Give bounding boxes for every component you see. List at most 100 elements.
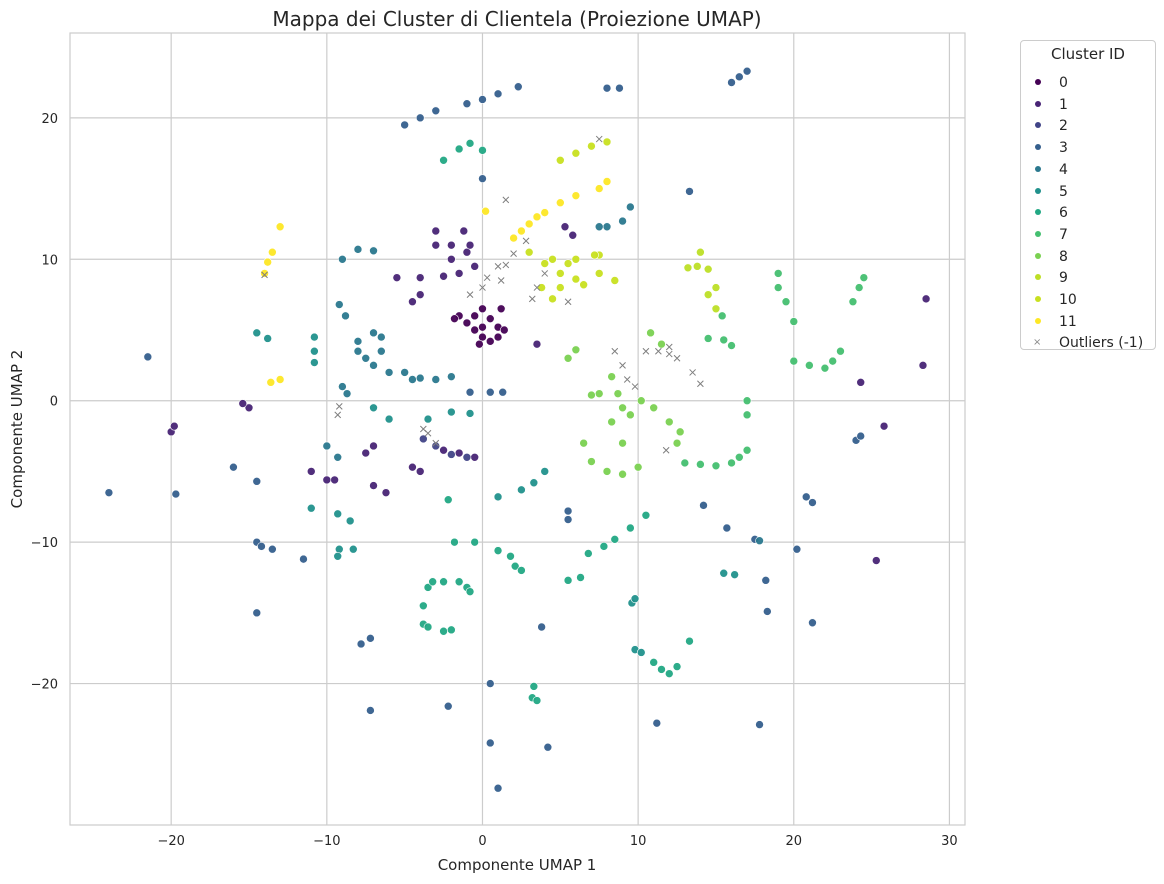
data-point: [439, 445, 448, 455]
legend-entry: 7: [1035, 225, 1068, 245]
outlier-point: [335, 403, 343, 410]
data-point: [657, 339, 666, 349]
data-point: [856, 378, 866, 387]
data-point: [703, 290, 713, 299]
data-point: [789, 317, 799, 326]
data-point: [462, 247, 472, 257]
legend-label: 6: [1059, 205, 1068, 222]
data-point: [498, 387, 508, 397]
outlier-point: [619, 362, 626, 369]
data-point: [509, 233, 518, 243]
data-point: [563, 515, 573, 524]
data-point: [808, 618, 817, 628]
outlier-point: [665, 343, 673, 351]
data-point: [493, 332, 503, 342]
data-point: [342, 389, 352, 398]
data-point: [447, 450, 456, 459]
legend-entry: 4: [1035, 160, 1068, 180]
data-point: [602, 222, 612, 232]
outlier-point: [665, 350, 673, 358]
data-point: [685, 187, 694, 196]
data-point: [696, 460, 705, 469]
data-point: [334, 544, 344, 554]
data-point: [742, 410, 752, 420]
data-point: [808, 498, 817, 507]
data-point: [454, 269, 464, 278]
data-point: [537, 622, 546, 632]
data-point: [594, 184, 604, 193]
x-tick-label: −10: [313, 834, 340, 849]
data-point: [369, 361, 378, 370]
data-point: [537, 283, 546, 292]
data-point: [556, 155, 565, 165]
series-cluster-5: [252, 328, 739, 657]
data-point: [646, 328, 655, 338]
legend-swatch: [1035, 144, 1041, 151]
data-point: [571, 148, 581, 158]
data-point: [322, 441, 332, 451]
data-point: [529, 478, 539, 488]
data-point: [602, 177, 612, 186]
y-tick-label: 0: [50, 395, 58, 410]
data-point: [571, 274, 581, 284]
data-point: [369, 403, 378, 413]
data-point: [462, 452, 472, 462]
data-point: [649, 403, 658, 413]
data-point: [556, 283, 565, 292]
data-point: [369, 481, 378, 490]
data-point: [408, 297, 417, 307]
data-point: [680, 458, 690, 468]
series-cluster-7: [680, 269, 869, 471]
series-cluster-8: [563, 328, 685, 479]
data-point: [613, 389, 623, 398]
legend-entry: 9: [1035, 268, 1068, 288]
data-point: [415, 113, 425, 123]
data-point: [493, 546, 503, 555]
data-point: [447, 625, 456, 635]
data-point: [610, 276, 620, 285]
data-point: [423, 622, 433, 632]
data-point: [252, 608, 262, 618]
data-point: [524, 219, 534, 229]
legend-entry: 5: [1035, 182, 1068, 202]
data-point: [781, 297, 791, 307]
data-point: [590, 250, 599, 260]
data-point: [475, 339, 484, 349]
data-point: [836, 346, 845, 356]
data-point: [408, 462, 417, 472]
outlier-point: [334, 411, 342, 419]
legend-entry: 11: [1035, 312, 1077, 332]
series-cluster-2: [419, 434, 472, 462]
data-point: [711, 461, 721, 471]
data-point: [353, 245, 363, 254]
data-point: [496, 304, 506, 314]
data-point: [699, 501, 708, 510]
data-point: [918, 361, 928, 370]
data-point: [571, 191, 581, 200]
data-point: [322, 475, 332, 485]
data-point: [626, 523, 635, 533]
data-point: [742, 66, 752, 76]
data-point: [763, 607, 772, 616]
legend-swatch: [1035, 296, 1041, 302]
series-cluster-0: [450, 304, 509, 349]
outlier-point: [533, 284, 541, 291]
data-point: [587, 390, 596, 400]
data-point: [478, 146, 487, 155]
data-point: [415, 467, 425, 476]
data-point: [657, 665, 666, 674]
data-point: [859, 273, 869, 282]
legend-swatch: [1035, 209, 1041, 216]
data-point: [439, 271, 448, 281]
outlier-point: [502, 196, 510, 204]
x-tick-label: 10: [630, 834, 647, 849]
data-point: [761, 576, 771, 585]
data-point: [275, 222, 285, 232]
legend-outlier-marker: ×: [1033, 337, 1042, 349]
data-point: [478, 322, 487, 332]
x-tick-label: −20: [157, 834, 184, 849]
data-point: [257, 542, 266, 551]
x-axis-label: Componente UMAP 1: [438, 856, 597, 874]
data-point: [470, 325, 479, 335]
data-point: [696, 247, 705, 257]
